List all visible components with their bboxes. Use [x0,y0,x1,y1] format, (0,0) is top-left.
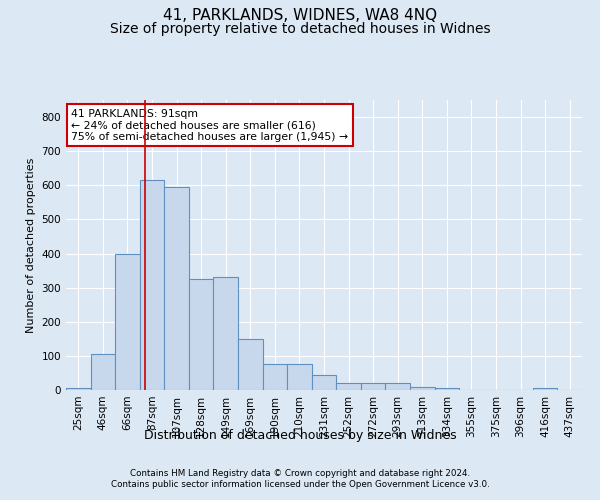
Bar [189,279,214,390]
Text: 41 PARKLANDS: 91sqm
← 24% of detached houses are smaller (616)
75% of semi-detac: 41 PARKLANDS: 91sqm ← 24% of detached ho… [71,108,348,142]
Bar [164,187,189,390]
Bar [140,180,164,390]
Bar [91,354,115,390]
Text: Distribution of detached houses by size in Widnes: Distribution of detached houses by size … [143,430,457,442]
Bar [214,278,238,390]
Bar [533,388,557,390]
Bar [238,339,263,390]
Bar [410,386,434,390]
Bar [336,383,361,390]
Text: Contains public sector information licensed under the Open Government Licence v3: Contains public sector information licen… [110,480,490,489]
Text: Size of property relative to detached houses in Widnes: Size of property relative to detached ho… [110,22,490,36]
Bar [115,254,140,390]
Bar [263,364,287,390]
Text: Contains HM Land Registry data © Crown copyright and database right 2024.: Contains HM Land Registry data © Crown c… [130,468,470,477]
Text: 41, PARKLANDS, WIDNES, WA8 4NQ: 41, PARKLANDS, WIDNES, WA8 4NQ [163,8,437,22]
Bar [434,388,459,390]
Bar [385,383,410,390]
Bar [66,388,91,390]
Bar [312,374,336,390]
Y-axis label: Number of detached properties: Number of detached properties [26,158,36,332]
Bar [287,364,312,390]
Bar [361,383,385,390]
